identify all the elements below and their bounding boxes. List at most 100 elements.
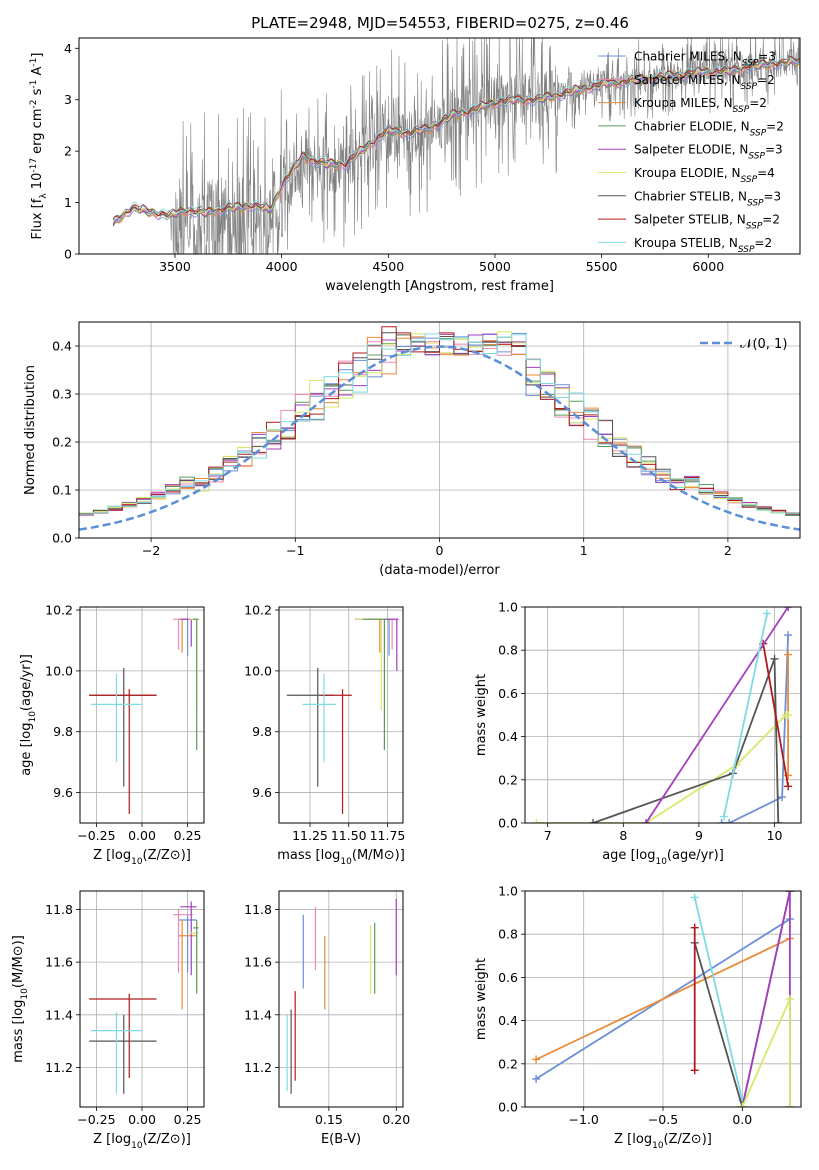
x-tick-label: 0.20 [382, 1112, 410, 1127]
y-tick-label: 10.2 [45, 603, 73, 618]
y-tick-label: 10.0 [244, 663, 272, 678]
y-tick-label: 0.6 [498, 970, 518, 985]
y-tick-label: 0.2 [498, 772, 518, 787]
x-tick-label: 11.75 [370, 828, 406, 843]
y-tick-label: 0.0 [52, 531, 72, 546]
x-tick-label: 5000 [479, 259, 511, 274]
plus-marker [532, 1074, 541, 1083]
x-tick-label: 0.00 [128, 828, 156, 843]
plus-marker [738, 1103, 747, 1107]
y-tick-label: 9.8 [252, 724, 272, 739]
axes-frame [78, 321, 801, 539]
y-tick-label: 1.0 [498, 600, 518, 615]
plot-area [286, 618, 399, 814]
plot-area [286, 898, 397, 1094]
panel-mass_vs_Z: −0.25 0.00 0.25 11.2 11.4 11.6 11.8 Z [log10(Z/… [11, 890, 205, 1151]
plus-marker [719, 812, 728, 821]
plus-marker [770, 654, 779, 663]
legend-label: 𝒩(0, 1) [740, 337, 787, 352]
plus-marker [690, 1066, 699, 1075]
plus-marker [589, 819, 598, 823]
y-tick-label: 11.4 [244, 1007, 272, 1022]
y-tick-label: 1 [64, 195, 72, 210]
y-tick-label: 0.3 [52, 387, 72, 402]
figure-title: PLATE=2948, MJD=54553, FIBERID=0275, z=0… [251, 14, 629, 32]
y-tick-label: 11.6 [244, 955, 272, 970]
legend-label: Chabrier STELIB, NSSP=3 [634, 189, 781, 208]
weight-line [536, 714, 789, 823]
y-axis-label: mass weight [474, 674, 489, 756]
plus-marker [690, 923, 699, 932]
y-tick-label: 9.6 [252, 785, 272, 800]
y-tick-label: 11.8 [45, 902, 73, 917]
y-tick-label: 0.2 [498, 1056, 518, 1071]
panel-mass_vs_ebv: 0.15 0.20 11.2 11.4 11.6 11.8 E(B-V) [244, 890, 410, 1147]
x-tick-label: −1 [286, 543, 304, 558]
x-axis-label: wavelength [Angstrom, rest frame] [325, 279, 554, 294]
plus-marker [784, 607, 793, 611]
plot-area [89, 901, 199, 1094]
plus-marker [784, 782, 793, 791]
plus-marker [784, 650, 793, 659]
x-tick-label: 0.00 [128, 1112, 156, 1127]
plus-marker [785, 891, 794, 895]
legend-label: Salpeter ELODIE, NSSP=3 [634, 143, 783, 162]
y-tick-label: 10.0 [45, 663, 73, 678]
x-tick-label: −2 [142, 543, 160, 558]
plus-marker [717, 819, 726, 823]
axes-frame [78, 37, 801, 255]
x-tick-label: 5500 [586, 259, 618, 274]
weight-line [741, 891, 791, 1107]
x-tick-label: −1.0 [569, 1112, 599, 1127]
plot-area [79, 326, 800, 538]
y-tick-label: 3 [64, 92, 72, 107]
x-tick-label: 3500 [159, 259, 191, 274]
plus-marker [762, 609, 771, 618]
axes-frame [278, 890, 404, 1108]
y-tick-label: 10.2 [244, 603, 272, 618]
x-tick-label: −0.25 [77, 1112, 115, 1127]
plus-marker [784, 711, 793, 719]
legend-label: Salpeter STELIB, NSSP=2 [634, 213, 780, 232]
weight-line [762, 643, 789, 787]
x-tick-label: 4000 [266, 259, 298, 274]
model-spectrum-line [112, 56, 800, 220]
y-tick-label: 11.6 [45, 955, 73, 970]
x-tick-label: 0.0 [732, 1112, 752, 1127]
panel-residuals: −2 −1 0 1 2 0.0 0.1 0.2 0.3 0.4 (data-model)/error… [23, 321, 801, 578]
legend-label: Kroupa ELODIE, NSSP=4 [634, 166, 775, 185]
x-tick-label: 0 [436, 543, 444, 558]
x-tick-label: 7 [544, 828, 552, 843]
y-tick-label: 0.4 [498, 1013, 518, 1028]
panel-spectrum: 3500 4000 4500 5000 5500 6000 0 1 2 3 4 wavelength … [29, 37, 801, 294]
x-tick-label: 0.25 [174, 828, 202, 843]
y-axis-label: Normed distribution [23, 365, 38, 495]
axes-frame [79, 606, 205, 824]
panel-weight_vs_Z: −1.0 −0.5 0.0 0.0 0.2 0.4 0.6 0.8 1.0 Z [log10(Z/… [474, 884, 802, 1151]
plus-marker [532, 819, 541, 823]
x-tick-label: 4500 [372, 259, 404, 274]
legend-label: Kroupa STELIB, NSSP=2 [634, 236, 772, 255]
y-tick-label: 0.1 [52, 483, 72, 498]
model-spectrum-line [112, 55, 800, 220]
weight-line [535, 937, 791, 1061]
panel-weight_vs_age: 7 8 9 10 0.0 0.2 0.4 0.6 0.8 1.0 age [log10(age/yr… [474, 600, 802, 867]
x-tick-label: 0.15 [315, 1112, 343, 1127]
plus-marker [785, 1103, 794, 1107]
x-axis-label: age [log10(age/yr)] [602, 848, 724, 867]
model-spectrum-line [112, 56, 800, 221]
plus-marker [778, 793, 787, 802]
y-tick-label: 0.8 [498, 643, 518, 658]
y-axis-label: Flux [fλ 10-17 erg cm-2 s-1 A-1] [29, 53, 49, 240]
y-axis-label: age [log10(age/yr)] [19, 654, 38, 776]
plus-marker [690, 893, 699, 902]
x-tick-label: 6000 [692, 259, 724, 274]
plus-marker [725, 819, 734, 823]
plot-area [112, 38, 800, 254]
panel-age_vs_Z: −0.25 0.00 0.25 9.6 9.8 10.0 10.2 Z [log10(Z/Z⊙… [19, 603, 205, 867]
y-tick-label: 9.6 [53, 785, 73, 800]
plus-marker [774, 819, 783, 823]
y-tick-label: 9.8 [53, 724, 73, 739]
x-tick-label: 10 [767, 828, 783, 843]
x-tick-label: −0.25 [77, 828, 115, 843]
